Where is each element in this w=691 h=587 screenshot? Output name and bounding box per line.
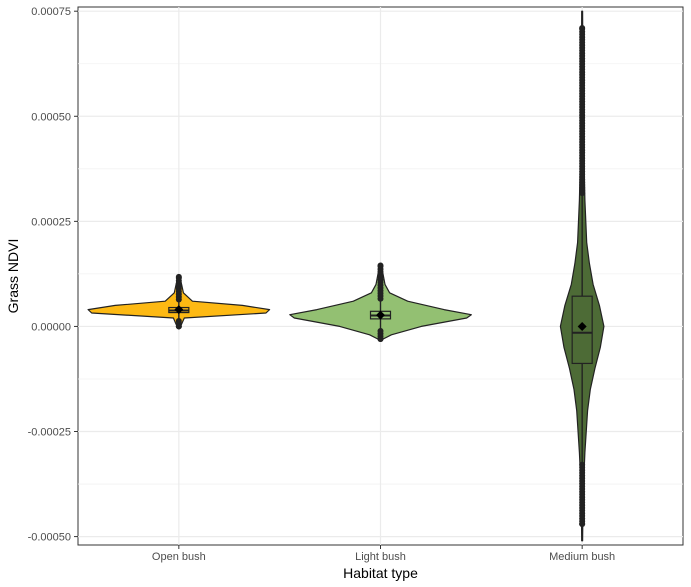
- outlier-point: [579, 520, 586, 527]
- violins: [87, 10, 605, 542]
- outlier-point: [579, 461, 586, 468]
- y-axis-ticks: -0.00050 -0.00025 0.00000 0.00025 0.00050 0.0…: [28, 6, 78, 544]
- violin-light-bush: [289, 262, 472, 343]
- outlier-point: [175, 318, 182, 325]
- mean-marker: [577, 321, 587, 331]
- x-axis-title: Habitat type: [343, 565, 418, 581]
- x-tick-label: Light bush: [355, 551, 406, 563]
- mean-marker: [174, 305, 184, 315]
- y-tick-label: -0.00050: [28, 532, 71, 544]
- outlier-point: [377, 327, 384, 334]
- x-tick-label: Open bush: [152, 551, 206, 563]
- outlier-point: [377, 262, 384, 269]
- y-tick-label: 0.00075: [31, 6, 71, 18]
- y-tick-label: 0.00000: [31, 321, 71, 333]
- y-tick-label: 0.00025: [31, 216, 71, 228]
- x-axis-ticks: Open bush Light bush Medium bush: [152, 545, 615, 563]
- outlier-point: [175, 273, 182, 280]
- outlier-point: [579, 25, 586, 32]
- violin-medium-bush: [559, 10, 605, 542]
- violin-open-bush: [87, 273, 271, 330]
- y-axis-title: Grass NDVI: [5, 239, 21, 314]
- y-tick-label: 0.00050: [31, 111, 71, 123]
- mean-marker: [376, 310, 385, 320]
- x-tick-label: Medium bush: [549, 551, 615, 563]
- outlier-point: [377, 336, 384, 343]
- outlier-point: [175, 323, 182, 330]
- y-tick-label: -0.00025: [28, 427, 71, 439]
